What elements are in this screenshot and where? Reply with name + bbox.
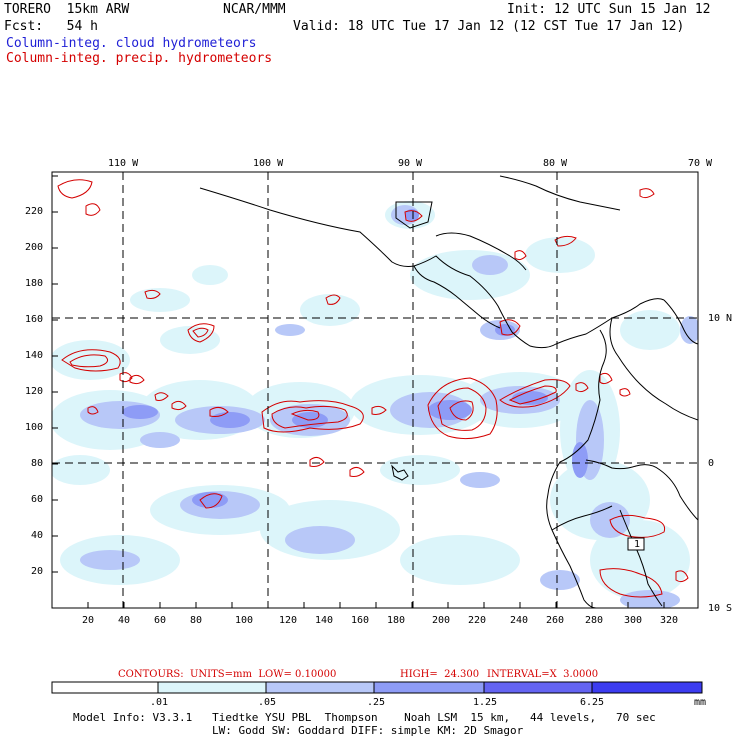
field-cloud-label: Column-integ. cloud hydrometeors — [6, 36, 257, 51]
x-tick-60: 60 — [154, 615, 167, 626]
colorbar-bin-5 — [483, 681, 593, 694]
y-tick-160: 160 — [25, 314, 44, 325]
x-tick-80: 80 — [190, 615, 203, 626]
init-time: Init: 12 UTC Sun 15 Jan 12 — [507, 2, 711, 17]
x-tick-280: 280 — [585, 615, 604, 626]
y-tick-120: 120 — [25, 386, 44, 397]
y-tick-140: 140 — [25, 350, 44, 361]
contour-interval-info: INTERVAL=X 3.0000 — [487, 669, 599, 680]
y-tick-220: 220 — [25, 206, 44, 217]
x-tick-100: 100 — [235, 615, 254, 626]
model-title: TORERO 15km ARW — [4, 2, 130, 17]
colorbar-label-0.05: .05 — [258, 697, 277, 708]
lon-label-90w: 90 W — [398, 158, 423, 169]
x-tick-20: 20 — [82, 615, 95, 626]
y-tick-60: 60 — [31, 494, 44, 505]
lon-label-100w: 100 W — [253, 158, 284, 169]
lat-lon-grid — [52, 172, 698, 608]
colorbar-label-0.25: .25 — [367, 697, 386, 708]
colorbar-bin-4 — [373, 681, 485, 694]
colorbar-bin-2 — [157, 681, 267, 694]
valid-time: Valid: 18 UTC Tue 17 Jan 12 (12 CST Tue … — [293, 19, 685, 34]
center-label: NCAR/MMM — [223, 2, 286, 17]
field-precip-label: Column-integ. precip. hydrometeors — [6, 51, 273, 66]
y-tick-40: 40 — [31, 530, 44, 541]
colorbar-bin-3 — [265, 681, 375, 694]
colorbar-unit: mm — [694, 697, 707, 708]
x-tick-240: 240 — [510, 615, 529, 626]
y-tick-180: 180 — [25, 278, 44, 289]
coastlines — [199, 175, 698, 608]
x-tick-220: 220 — [468, 615, 487, 626]
forecast-hour: Fcst: 54 h — [4, 19, 98, 34]
model-info-line-2: LW: Godd SW: Goddard DIFF: simple KM: 2D… — [212, 724, 524, 737]
precip-hydrometeor-contours — [57, 179, 689, 598]
colorbar-label-6.25: 6.25 — [580, 697, 605, 708]
axis-ticks — [52, 175, 665, 608]
contour-label-text: 1 — [634, 539, 641, 550]
colorbar — [51, 681, 703, 694]
x-tick-40: 40 — [118, 615, 131, 626]
lat-label-0: 0 — [708, 458, 715, 469]
lat-label-10n: 10 N — [708, 313, 733, 324]
colorbar-label-1.25: 1.25 — [473, 697, 498, 708]
contour-high-info: HIGH= 24.300 — [400, 669, 480, 680]
lon-label-110w: 110 W — [108, 158, 139, 169]
lon-label-80w: 80 W — [543, 158, 568, 169]
model-info-line-1: Model Info: V3.3.1 Tiedtke YSU PBL Thomp… — [73, 711, 656, 724]
x-tick-200: 200 — [432, 615, 451, 626]
cloud-hydrometeor-shading — [52, 201, 698, 608]
colorbar-bin-6 — [591, 681, 703, 694]
colorbar-label-0.01: .01 — [150, 697, 169, 708]
lat-label-10s: 10 S — [708, 603, 733, 614]
y-tick-80: 80 — [31, 458, 44, 469]
colorbar-bin-1 — [51, 681, 159, 694]
y-tick-100: 100 — [25, 422, 44, 433]
y-tick-200: 200 — [25, 242, 44, 253]
x-tick-180: 180 — [387, 615, 406, 626]
x-tick-260: 260 — [546, 615, 565, 626]
y-tick-20: 20 — [31, 566, 44, 577]
x-tick-160: 160 — [351, 615, 370, 626]
x-tick-120: 120 — [279, 615, 298, 626]
x-tick-320: 320 — [660, 615, 679, 626]
contour-units-info: CONTOURS: UNITS=mm LOW= 0.10000 — [118, 669, 337, 680]
lon-label-70w: 70 W — [688, 158, 713, 169]
plot-frame — [51, 171, 699, 609]
contour-label-box — [627, 537, 645, 551]
x-tick-300: 300 — [624, 615, 643, 626]
x-tick-140: 140 — [315, 615, 334, 626]
